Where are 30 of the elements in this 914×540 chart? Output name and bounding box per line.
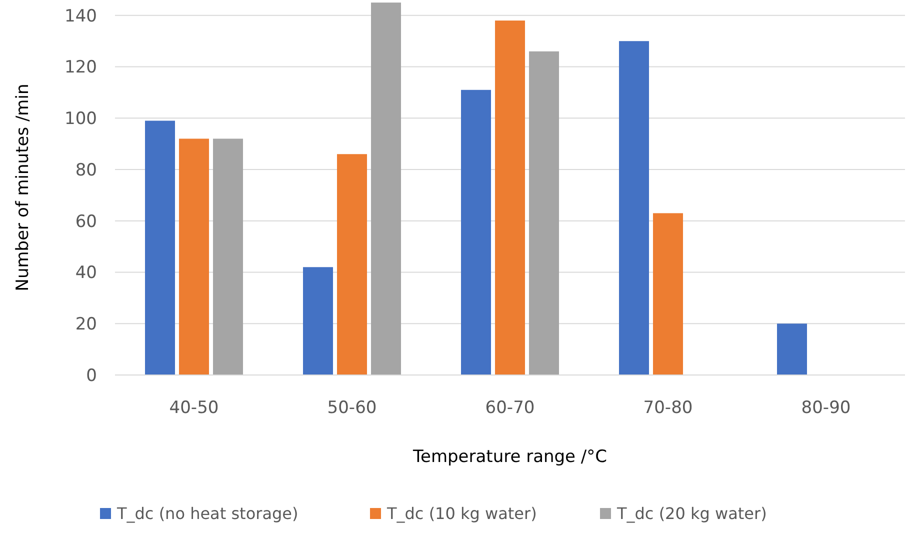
- bar: [337, 154, 367, 375]
- y-tick-label: 60: [75, 212, 97, 232]
- bar: [529, 51, 559, 375]
- legend-label: T_dc (20 kg water): [616, 504, 767, 523]
- legend-label: T_dc (10 kg water): [386, 504, 537, 523]
- y-tick-label: 140: [64, 6, 97, 26]
- x-axis-title: Temperature range /°C: [412, 447, 608, 467]
- y-tick-label: 120: [64, 58, 97, 78]
- bar: [777, 324, 807, 375]
- x-tick-label: 70-80: [643, 398, 693, 418]
- y-tick-label: 20: [75, 314, 97, 335]
- x-tick-label: 60-70: [485, 398, 535, 418]
- bar: [619, 41, 649, 375]
- y-tick-label: 0: [86, 366, 97, 386]
- bar: [145, 120, 175, 375]
- bar: [303, 267, 333, 375]
- x-tick-label: 40-50: [169, 398, 219, 418]
- bar: [461, 90, 491, 375]
- legend-label: T_dc (no heat storage): [116, 504, 298, 523]
- y-axis-title: Number of minutes /min: [13, 84, 33, 292]
- bar: [653, 213, 683, 375]
- y-tick-label: 100: [64, 109, 97, 130]
- y-tick-label: 40: [75, 263, 97, 284]
- bar: [179, 138, 209, 375]
- bar: [495, 20, 525, 375]
- y-tick-label: 80: [75, 160, 97, 180]
- x-tick-label: 80-90: [801, 398, 851, 418]
- bar: [213, 138, 243, 375]
- bar: [371, 2, 401, 375]
- x-tick-label: 50-60: [327, 398, 377, 418]
